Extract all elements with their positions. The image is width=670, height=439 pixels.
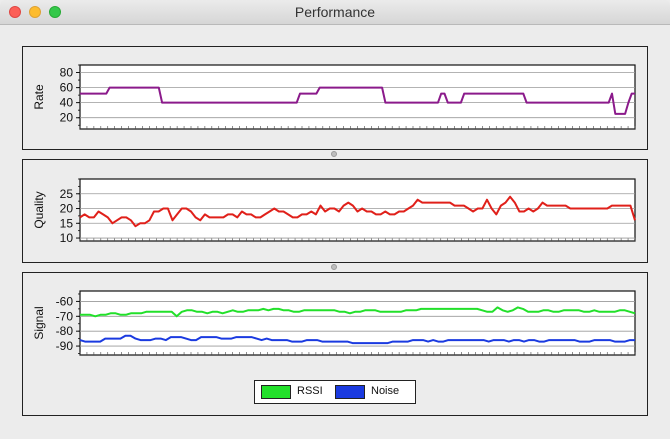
y-tick-label: -80: [56, 324, 74, 338]
signal-legend: RSSI Noise: [254, 380, 416, 404]
rate-panel: 20 40 60 80 Rate: [22, 46, 648, 150]
zoom-button[interactable]: [49, 6, 61, 18]
y-tick-label: -70: [56, 309, 74, 323]
y-tick-label: 10: [60, 231, 74, 245]
minimize-button[interactable]: [29, 6, 41, 18]
close-button[interactable]: [9, 6, 21, 18]
y-tick-label: 80: [60, 66, 74, 80]
y-axis-label: Quality: [32, 191, 46, 228]
y-tick-label: 25: [60, 187, 74, 201]
y-tick-label: -60: [56, 294, 74, 308]
title-bar[interactable]: Performance: [0, 0, 670, 25]
series-line-rate: [80, 86, 635, 115]
legend-swatch-noise: [335, 385, 365, 399]
y-tick-label: 15: [60, 216, 74, 230]
y-axis-label: Rate: [32, 84, 46, 110]
signal-chart: -60-70-80-90 Signal: [32, 290, 636, 356]
window-title: Performance: [294, 4, 376, 20]
split-divider-2[interactable]: [331, 264, 337, 270]
y-tick-label: 40: [60, 96, 74, 110]
legend-label-rssi: RSSI: [297, 385, 323, 397]
legend-swatch-rssi: [261, 385, 291, 399]
series-line-rssi: [80, 306, 636, 318]
y-axis-label: Signal: [32, 306, 46, 339]
split-divider-1[interactable]: [331, 151, 337, 157]
plot-area: [79, 290, 636, 356]
series-line-noise: [79, 334, 635, 345]
y-tick-label: -90: [56, 339, 74, 353]
plot-area: [79, 64, 636, 130]
y-tick-label: 20: [60, 111, 74, 125]
y-tick-label: 20: [60, 202, 74, 216]
y-tick-label: 60: [60, 81, 74, 95]
series-line-quality: [79, 195, 636, 228]
legend-label-noise: Noise: [371, 385, 400, 397]
quality-panel: 10 15 20 25 Quality: [22, 159, 648, 263]
